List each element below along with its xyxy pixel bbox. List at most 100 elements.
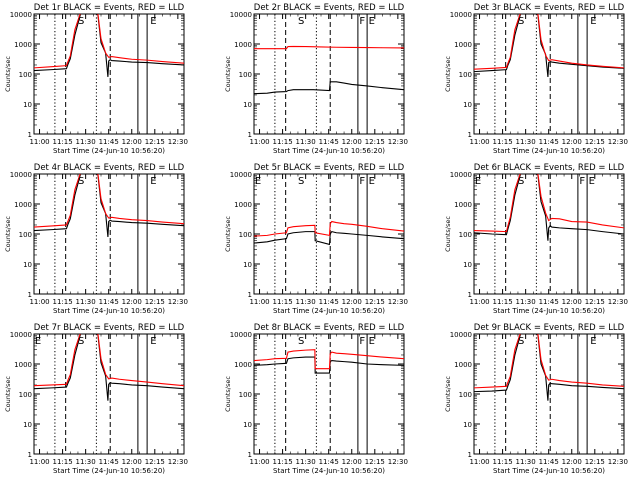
- x-tick-label: 12:30: [168, 298, 188, 306]
- x-tick-label: 12:30: [608, 458, 628, 466]
- y-tick-label: 1000: [234, 201, 252, 209]
- y-tick-label: 100: [459, 71, 472, 79]
- interval-marker-label: S: [298, 336, 304, 347]
- interval-marker-label: E: [369, 176, 375, 187]
- y-tick-label: 1: [468, 131, 472, 139]
- interval-marker-label: E: [150, 336, 156, 347]
- y-tick-label: 100: [459, 231, 472, 239]
- x-tick-label: 11:45: [99, 138, 119, 146]
- y-tick-label: 10000: [450, 331, 472, 339]
- x-tick-label: 11:30: [76, 138, 96, 146]
- x-tick-label: 12:00: [562, 138, 582, 146]
- interval-marker-label: E: [150, 16, 156, 27]
- y-tick-label: 10: [23, 421, 32, 429]
- x-tick-label: 11:15: [272, 138, 292, 146]
- detector-panel-3: Det 3r BLACK = Events, RED = LLD 1 10 100 10…: [444, 3, 628, 155]
- x-tick-label: 12:30: [608, 298, 628, 306]
- series-events-line: [474, 14, 624, 77]
- x-tick-label: 12:15: [585, 138, 605, 146]
- y-axis-label: Counts/sec: [444, 56, 452, 92]
- panel-title: Det 3r BLACK = Events, RED = LLD: [474, 3, 625, 13]
- x-tick-label: 11:30: [516, 138, 536, 146]
- y-axis-label: Counts/sec: [444, 376, 452, 412]
- x-tick-label: 11:00: [469, 298, 489, 306]
- panel-title: Det 1r BLACK = Events, RED = LLD: [34, 3, 185, 13]
- interval-marker-label: S: [518, 176, 524, 187]
- x-tick-label: 12:00: [342, 458, 362, 466]
- x-tick-label: 11:00: [29, 458, 49, 466]
- panel-title: Det 6r BLACK = Events, RED = LLD: [474, 163, 625, 173]
- x-tick-label: 12:00: [122, 138, 142, 146]
- interval-marker-label: S: [78, 16, 84, 27]
- y-tick-label: 100: [239, 391, 252, 399]
- x-tick-label: 11:00: [249, 138, 269, 146]
- x-tick-label: 11:15: [52, 298, 72, 306]
- interval-marker-label: S: [518, 16, 524, 27]
- series-lld-line: [254, 349, 404, 370]
- x-tick-label: 11:45: [539, 458, 559, 466]
- y-tick-label: 10000: [10, 11, 32, 19]
- x-tick-label: 12:00: [562, 458, 582, 466]
- interval-marker-label: E: [589, 176, 595, 187]
- interval-marker-label: S: [78, 336, 84, 347]
- panel-title: Det 7r BLACK = Events, RED = LLD: [34, 323, 185, 333]
- x-tick-label: 11:45: [99, 298, 119, 306]
- y-tick-label: 10: [243, 261, 252, 269]
- interval-marker-label: S: [298, 176, 304, 187]
- y-tick-label: 10000: [10, 171, 32, 179]
- x-axis-label: Start Time (24-Jun-10 10:56:20): [53, 467, 165, 475]
- x-tick-label: 12:15: [585, 298, 605, 306]
- panel-title: Det 8r BLACK = Events, RED = LLD: [254, 323, 405, 333]
- x-tick-label: 12:15: [365, 298, 385, 306]
- y-tick-label: 100: [19, 391, 32, 399]
- x-tick-label: 12:00: [342, 138, 362, 146]
- y-tick-label: 10: [243, 101, 252, 109]
- detector-panel-7: Det 7r BLACK = Events, RED = LLD 1 10 100 10…: [4, 323, 188, 475]
- x-tick-label: 11:15: [272, 458, 292, 466]
- x-tick-label: 11:15: [492, 298, 512, 306]
- y-tick-label: 10000: [450, 171, 472, 179]
- y-tick-label: 100: [239, 231, 252, 239]
- interval-marker-label: E: [369, 16, 375, 27]
- interval-marker-label: S: [78, 176, 84, 187]
- interval-marker-label: S: [518, 336, 524, 347]
- y-tick-label: 1: [468, 451, 472, 459]
- x-tick-label: 12:30: [388, 138, 408, 146]
- y-axis-label: Counts/sec: [224, 216, 232, 252]
- y-tick-label: 1000: [234, 41, 252, 49]
- y-tick-label: 100: [239, 71, 252, 79]
- y-tick-label: 1: [468, 291, 472, 299]
- x-tick-label: 11:30: [296, 138, 316, 146]
- y-tick-label: 10000: [230, 331, 252, 339]
- y-tick-label: 100: [19, 231, 32, 239]
- y-tick-label: 10: [463, 101, 472, 109]
- y-tick-label: 10000: [230, 11, 252, 19]
- y-tick-label: 1000: [14, 361, 32, 369]
- y-tick-label: 1000: [454, 41, 472, 49]
- x-tick-label: 12:15: [365, 138, 385, 146]
- y-tick-label: 1: [28, 451, 32, 459]
- x-tick-label: 11:30: [516, 298, 536, 306]
- y-tick-label: 10: [463, 261, 472, 269]
- x-tick-label: 11:00: [29, 138, 49, 146]
- series-events-line: [254, 81, 404, 95]
- series-events-line: [34, 14, 184, 77]
- y-tick-label: 10000: [230, 171, 252, 179]
- y-tick-label: 10: [243, 421, 252, 429]
- interval-marker-label: F: [359, 176, 365, 187]
- x-tick-label: 11:45: [539, 298, 559, 306]
- x-tick-label: 11:00: [249, 298, 269, 306]
- series-lld-line: [254, 220, 404, 237]
- y-tick-label: 1000: [234, 361, 252, 369]
- x-tick-label: 12:15: [145, 458, 165, 466]
- y-tick-label: 1000: [454, 361, 472, 369]
- y-tick-label: 10000: [450, 11, 472, 19]
- x-axis-label: Start Time (24-Jun-10 10:56:20): [493, 307, 605, 315]
- x-tick-label: 12:00: [122, 298, 142, 306]
- y-tick-label: 1000: [14, 41, 32, 49]
- x-tick-label: 11:15: [492, 138, 512, 146]
- x-tick-label: 12:15: [365, 458, 385, 466]
- detector-panel-2: Det 2r BLACK = Events, RED = LLD 1 10 100 10…: [224, 3, 408, 155]
- y-tick-label: 1: [28, 131, 32, 139]
- series-events-line: [254, 230, 404, 246]
